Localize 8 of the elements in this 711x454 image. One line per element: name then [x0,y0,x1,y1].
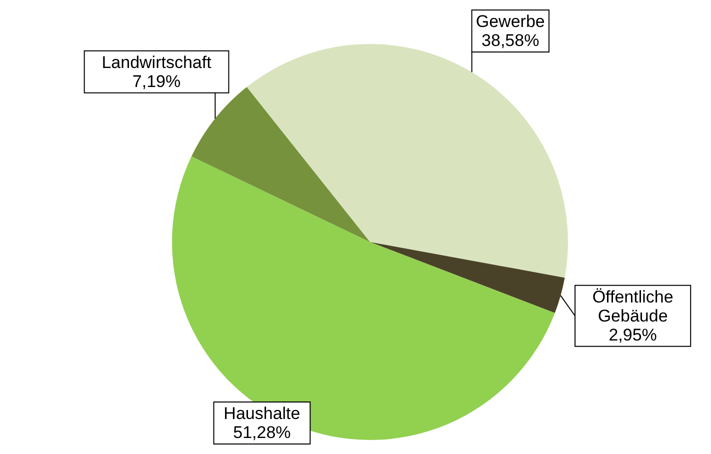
data-label: 2,95% [608,325,657,344]
data-label: 51,28% [233,423,291,442]
slice-label: Gewerbe [476,12,545,31]
data-label: 7,19% [132,72,181,91]
data-label: 38,58% [482,31,540,50]
slice-label: Haushalte [224,404,300,423]
slice-label: Landwirtschaft [102,52,212,72]
slice-label: Öffentliche Gebäude [592,287,674,326]
